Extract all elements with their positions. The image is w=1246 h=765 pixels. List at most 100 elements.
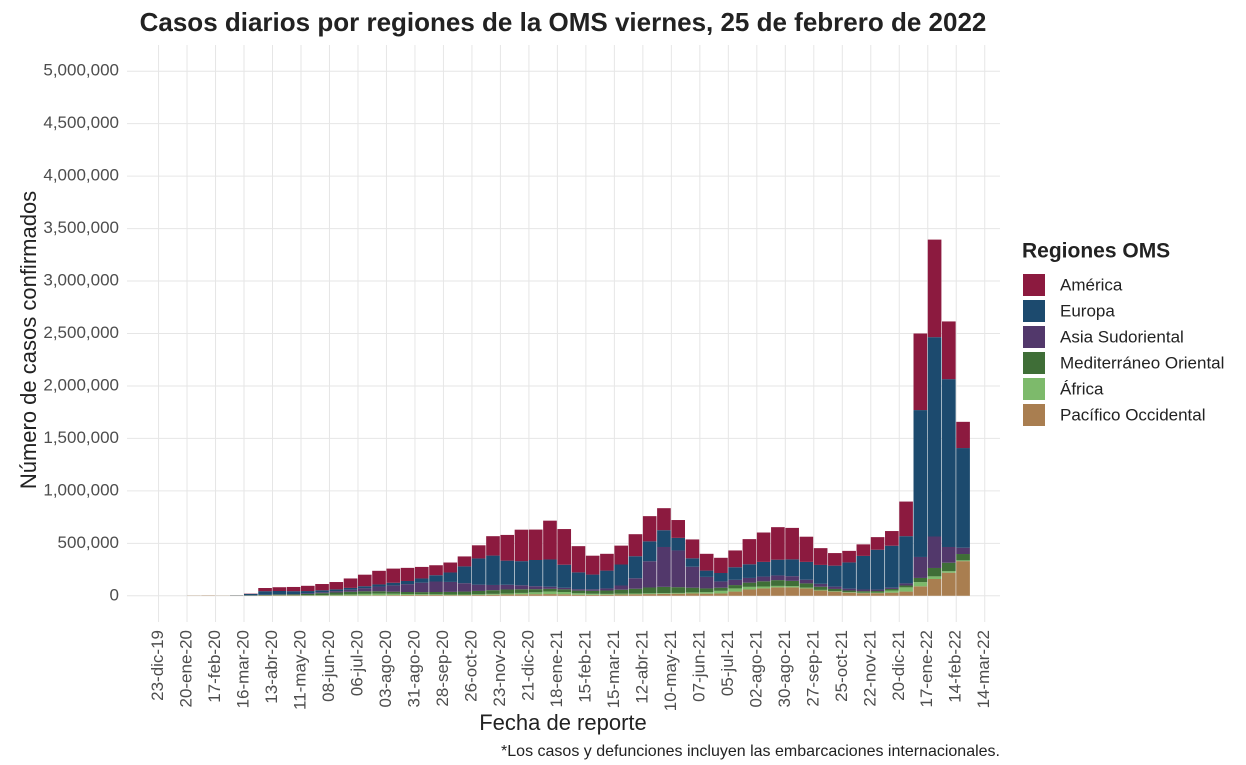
bar-segment bbox=[742, 564, 757, 578]
bar-segment bbox=[557, 529, 572, 565]
bar-segment bbox=[771, 575, 785, 581]
bar-segment bbox=[742, 582, 757, 587]
bar-segment bbox=[642, 587, 657, 594]
x-tick-label: 08-jun-20 bbox=[319, 630, 338, 702]
bar-segment bbox=[942, 321, 956, 380]
bar-segment bbox=[357, 588, 372, 592]
bar-segment bbox=[600, 593, 614, 595]
bar-segment bbox=[785, 587, 799, 596]
bar-segment bbox=[514, 592, 529, 595]
legend-label: Asia Sudoriental bbox=[1060, 327, 1184, 346]
bar-segment bbox=[813, 589, 828, 591]
bar-segment bbox=[628, 593, 643, 595]
bar-segment bbox=[514, 529, 529, 562]
bar-segment bbox=[600, 590, 614, 594]
x-axis-label: Fecha de reporte bbox=[479, 710, 647, 735]
bar-segment bbox=[571, 546, 586, 573]
bar-segment bbox=[300, 593, 315, 594]
bar-segment bbox=[956, 561, 970, 596]
x-tick-label: 15-feb-21 bbox=[575, 630, 594, 703]
bar-segment bbox=[771, 587, 785, 596]
x-tick-label: 25-oct-21 bbox=[832, 630, 851, 702]
y-tick-label: 2,000,000 bbox=[43, 375, 119, 394]
bar-segment bbox=[714, 587, 728, 591]
bar-segment bbox=[942, 572, 956, 596]
x-tick-label: 26-oct-20 bbox=[461, 630, 480, 702]
x-tick-label: 12-abr-21 bbox=[632, 630, 651, 704]
y-tick-label: 2,500,000 bbox=[43, 323, 119, 342]
bar-segment bbox=[500, 584, 515, 590]
bar-segment bbox=[315, 584, 329, 591]
bar-segment bbox=[614, 585, 629, 590]
bar-segment bbox=[785, 559, 799, 577]
bar-segment bbox=[828, 586, 842, 589]
bar-segment bbox=[486, 536, 500, 556]
bar-segment bbox=[799, 561, 814, 580]
bar-segment bbox=[714, 590, 728, 594]
bar-segment bbox=[343, 578, 358, 588]
bar-segment bbox=[714, 573, 728, 582]
bar-segment bbox=[471, 558, 486, 585]
bar-segment bbox=[343, 589, 358, 592]
bar-segment bbox=[557, 589, 572, 592]
bar-segment bbox=[628, 588, 643, 594]
bar-segment bbox=[799, 588, 814, 596]
x-tick-label: 02-ago-21 bbox=[746, 630, 765, 708]
bar-segment bbox=[671, 592, 685, 594]
bar-segment bbox=[443, 572, 458, 582]
bar-segment bbox=[585, 594, 600, 596]
bar-segment bbox=[927, 567, 942, 577]
bar-segment bbox=[942, 379, 956, 547]
bar-segment bbox=[728, 550, 742, 568]
bar-segment bbox=[714, 593, 728, 596]
x-tick-label: 21-dic-20 bbox=[518, 630, 537, 701]
bar-segment bbox=[956, 560, 970, 562]
bar-segment bbox=[927, 337, 942, 537]
bar-segment bbox=[571, 593, 586, 595]
bar-segment bbox=[828, 588, 842, 592]
bar-segment bbox=[486, 593, 500, 595]
y-tick-label: 4,500,000 bbox=[43, 113, 119, 132]
bar-segment bbox=[357, 593, 372, 596]
x-tick-label: 22-nov-21 bbox=[860, 630, 879, 707]
bar-segment bbox=[244, 593, 258, 596]
bar-segment bbox=[728, 567, 742, 580]
labels: 0 500,000 1,000,000 1,500,000 2,000,000 2,500… bbox=[43, 61, 993, 712]
bar-segment bbox=[429, 595, 443, 596]
bar-segment bbox=[543, 559, 557, 587]
bar-segment bbox=[329, 591, 344, 593]
legend-label: África bbox=[1060, 379, 1104, 398]
bar-segment bbox=[956, 547, 970, 555]
legend-swatch bbox=[1023, 404, 1045, 426]
bar-segment bbox=[699, 588, 714, 593]
bar-segment bbox=[500, 589, 515, 594]
bar-segment bbox=[685, 593, 700, 596]
bar-segment bbox=[443, 581, 458, 592]
bar-segment bbox=[357, 574, 372, 587]
bar-segment bbox=[956, 554, 970, 561]
y-tick-label: 5,000,000 bbox=[43, 61, 119, 80]
bar-segment bbox=[414, 592, 429, 595]
bar-segment bbox=[942, 562, 956, 572]
bar-segment bbox=[956, 421, 970, 449]
x-tick-label: 14-mar-22 bbox=[974, 630, 993, 708]
bar-segment bbox=[813, 583, 828, 587]
bar-segment bbox=[400, 591, 415, 594]
bar-segment bbox=[457, 566, 472, 584]
bar-segment bbox=[771, 585, 785, 588]
x-tick-label: 16-mar-20 bbox=[233, 630, 252, 708]
bar-segment bbox=[528, 586, 543, 590]
bar-segment bbox=[414, 595, 429, 596]
bar-segment bbox=[500, 560, 515, 585]
legend-title: Regiones OMS bbox=[1022, 240, 1170, 263]
bar-segment bbox=[828, 591, 842, 592]
bar-segment bbox=[414, 582, 429, 593]
x-tick-label: 17-feb-20 bbox=[205, 630, 224, 703]
bar-segment bbox=[756, 586, 771, 589]
bar-segment bbox=[457, 583, 472, 592]
x-tick-label: 14-feb-22 bbox=[946, 630, 965, 703]
bar-segment bbox=[457, 594, 472, 596]
bar-segment bbox=[927, 536, 942, 568]
bar-segment bbox=[272, 590, 287, 595]
